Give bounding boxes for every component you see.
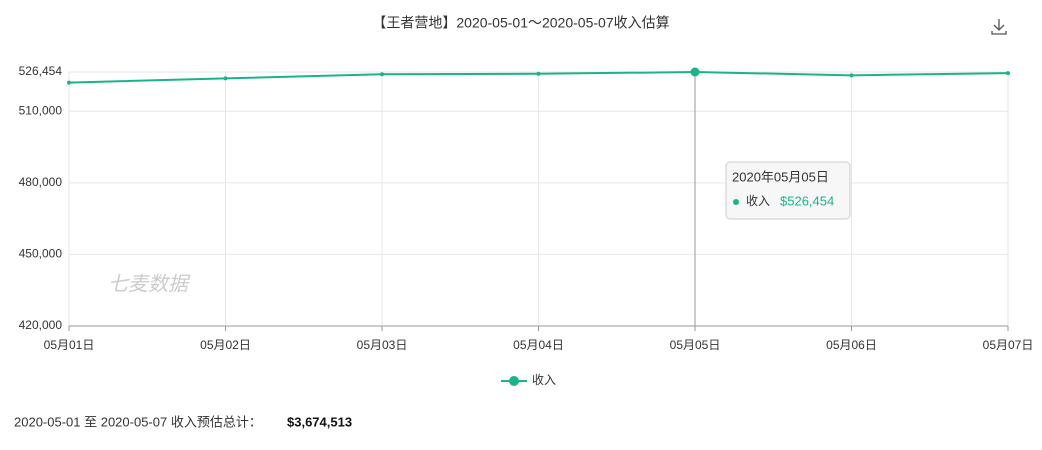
tooltip-title: 2020年05月05日 [732, 169, 829, 184]
x-tick-label: 05月03日 [357, 338, 408, 352]
point [223, 76, 228, 81]
point [690, 67, 700, 77]
legend-label: 收入 [532, 373, 556, 387]
point [1006, 71, 1010, 76]
tooltip-value: $526,454 [780, 193, 834, 208]
point [67, 80, 71, 85]
download-icon[interactable] [991, 19, 1007, 35]
x-tick-label: 05月06日 [826, 338, 877, 352]
tooltip-series: 收入 [746, 194, 770, 208]
y-tick-label: 510,000 [19, 103, 63, 117]
point [536, 71, 541, 76]
x-tick-label: 05月04日 [513, 338, 564, 352]
x-tick-label: 05月01日 [44, 338, 95, 352]
chart-title: 【王者营地】2020-05-01～2020-05-07收入估算 [372, 15, 669, 31]
y-tick-label: 420,000 [19, 318, 63, 332]
point [849, 73, 854, 78]
summary-total: $3,674,513 [287, 414, 352, 429]
x-tick-label: 05月05日 [670, 338, 721, 352]
y-tick-label: 480,000 [19, 175, 63, 189]
watermark: 七麦数据 [108, 273, 191, 295]
tooltip-dot [733, 199, 739, 205]
x-tick-label: 05月07日 [983, 338, 1034, 352]
y-tick-label: 450,000 [19, 247, 63, 261]
tooltip-box [725, 161, 851, 220]
point [380, 72, 384, 77]
x-tick-label: 05月02日 [200, 338, 251, 352]
y-tick-label: 526,454 [19, 64, 63, 78]
legend-marker [509, 376, 519, 386]
summary-text: 2020-05-01 至 2020-05-07 收入预估总计： [14, 414, 262, 429]
